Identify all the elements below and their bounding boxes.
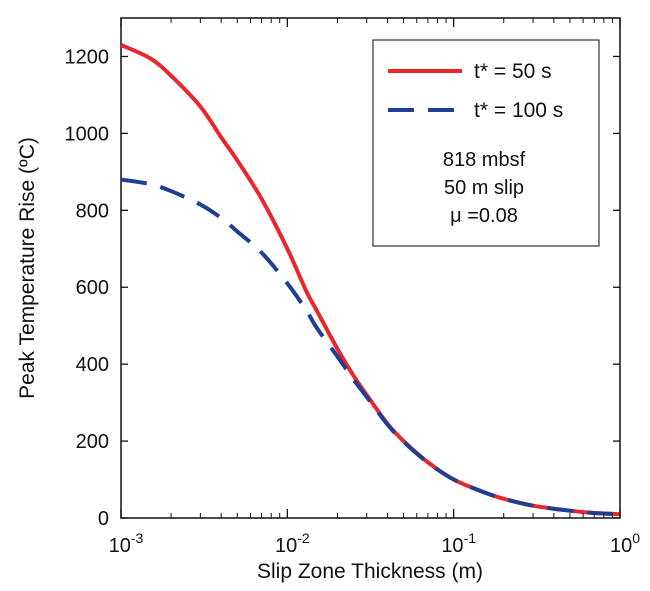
y-axis-title: Peak Temperature Rise (ºC) (16, 137, 39, 399)
legend-label-t100: t* = 100 s (474, 99, 563, 122)
x-axis-title: Slip Zone Thickness (m) (257, 560, 483, 583)
tick-layer: 0 200 400 600 800 1000 1200 10-3 10-2 10-1 100 (65, 18, 640, 557)
legend-box (372, 39, 600, 247)
annotation-depth: 818 mbsf (443, 149, 526, 171)
y-tick-label: 800 (76, 200, 109, 222)
series-layer (120, 43, 621, 517)
legend-label-t50: t* = 50 s (474, 60, 552, 83)
y-tick-label: 600 (76, 277, 109, 299)
x-tick-label: 100 (610, 530, 640, 557)
y-tick-label: 1000 (65, 123, 110, 145)
y-tick-label: 1200 (65, 46, 110, 68)
annotation-friction: μ =0.08 (450, 205, 518, 227)
x-tick-label: 10-2 (275, 530, 310, 557)
x-tick-label: 10-1 (441, 530, 476, 557)
series-line-1 (120, 177, 621, 517)
y-tick-label: 0 (98, 508, 109, 530)
plot-frame (120, 17, 621, 519)
y-tick-label: 200 (76, 431, 109, 453)
x-tick-label: 10-3 (109, 530, 144, 557)
y-tick-label: 400 (76, 354, 109, 376)
annotation-slip: 50 m slip (444, 177, 524, 199)
legend: t* = 50 s t* = 100 s 818 mbsf 50 m slip … (372, 39, 600, 247)
